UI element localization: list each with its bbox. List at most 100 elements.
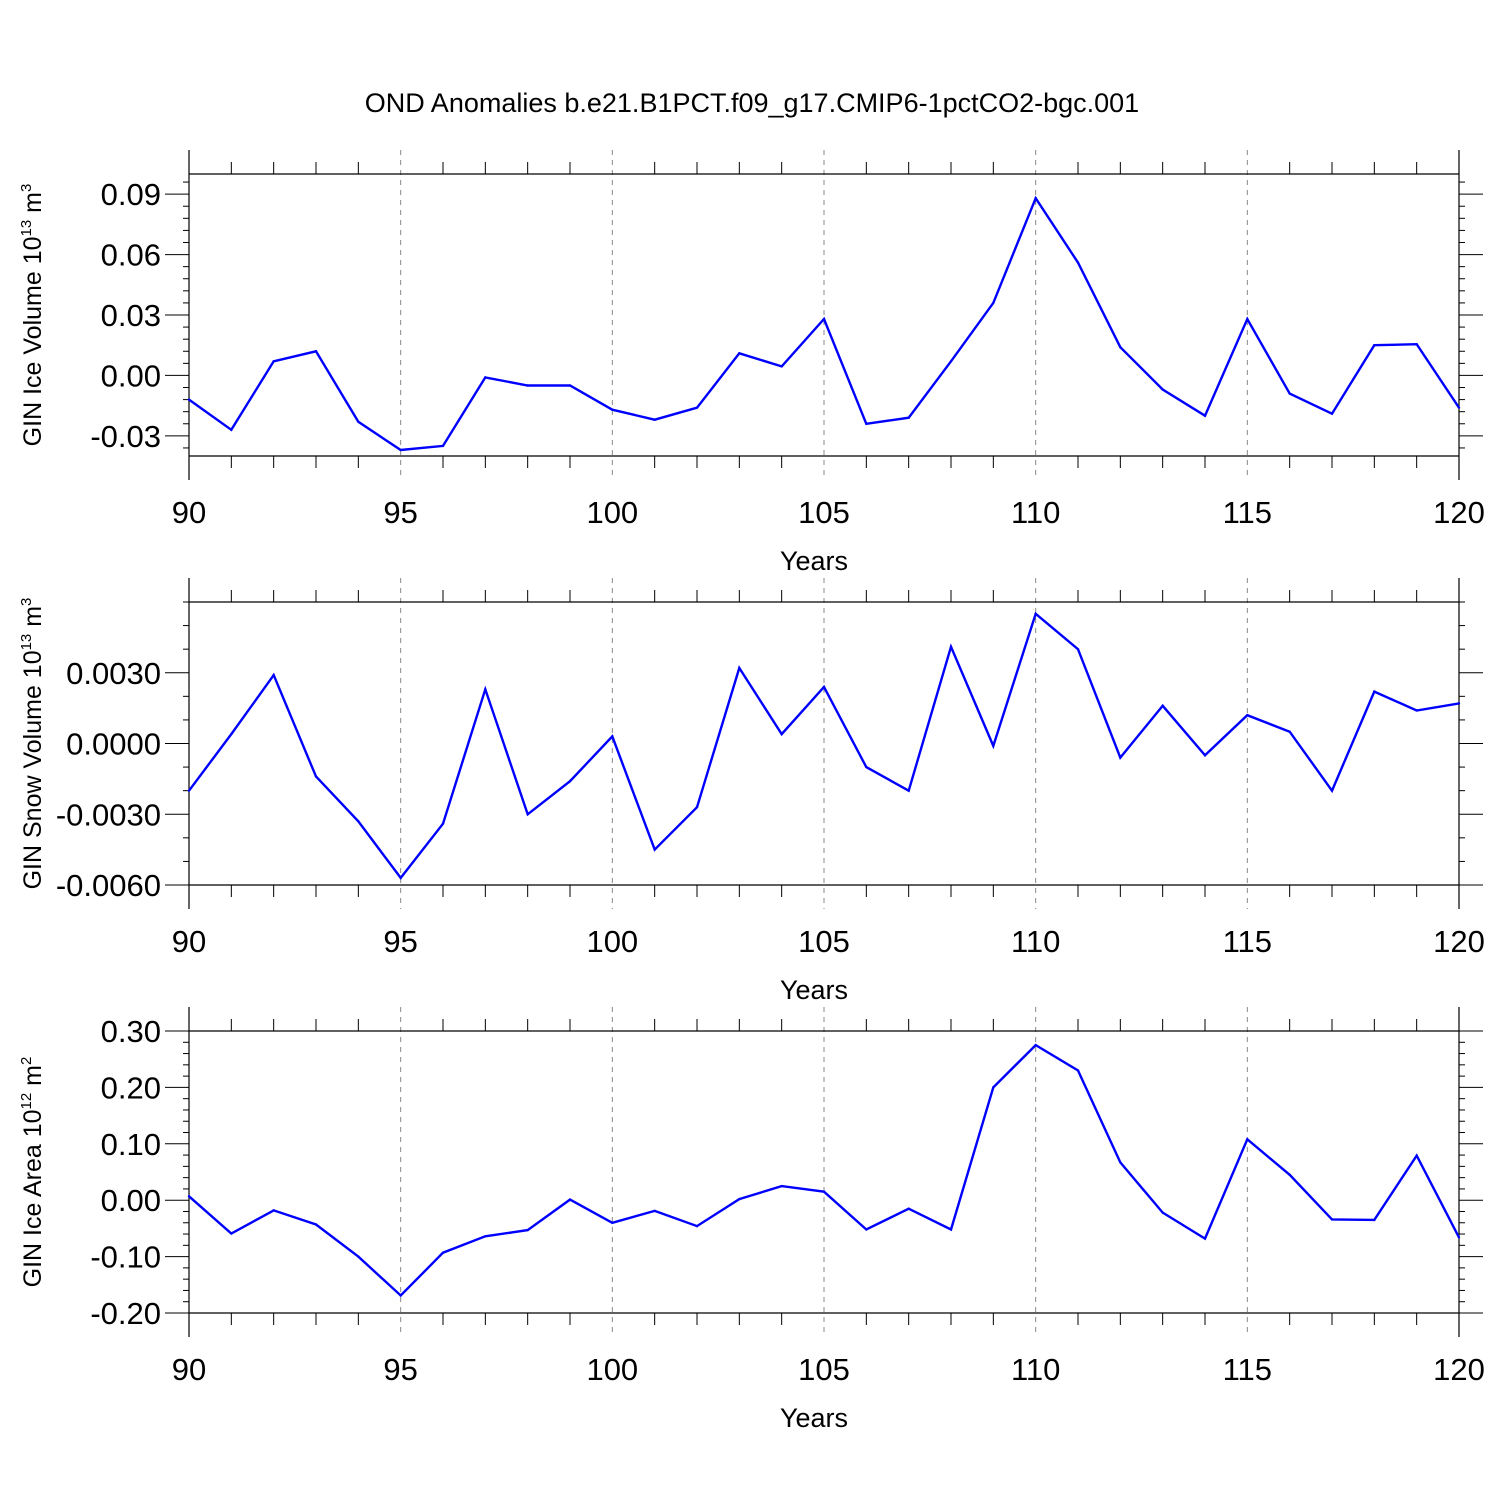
panel-1: -0.03 0.00 0.03 0.06 0.09 90 95 100 105 110 115 120… <box>18 150 1485 576</box>
y-tick-label: -0.0060 <box>56 868 161 903</box>
data-point <box>484 376 487 379</box>
data-point <box>822 1190 826 1193</box>
x-tick-label: 115 <box>1223 495 1272 530</box>
y-tick-label: 0.00 <box>101 1183 161 1218</box>
data-point <box>1373 1218 1376 1222</box>
data-point <box>357 1255 360 1258</box>
data-point <box>1415 343 1418 346</box>
y-axis-title-unit: m <box>19 1065 47 1093</box>
data-point <box>399 448 402 452</box>
data-point <box>865 422 868 425</box>
x-tick-label: 105 <box>798 1352 850 1387</box>
data-point <box>568 1198 572 1201</box>
data-point <box>822 317 826 321</box>
data-point <box>1076 1069 1080 1072</box>
y-tick-label: -0.0030 <box>56 797 161 832</box>
data-point <box>441 822 445 825</box>
data-point <box>992 744 995 748</box>
data-point <box>1246 317 1249 321</box>
data-point <box>1119 346 1122 349</box>
data-point <box>780 365 783 368</box>
x-tick-label: 110 <box>1011 1352 1060 1387</box>
data-point <box>357 420 360 423</box>
data-point <box>1161 1211 1164 1214</box>
y-tick-label: 0.0000 <box>66 727 161 762</box>
data-point <box>1203 754 1207 757</box>
data-point <box>780 1184 783 1188</box>
data-point <box>272 1209 275 1212</box>
data-point <box>187 789 191 792</box>
chart-title: OND Anomalies b.e21.B1PCT.f09_g17.CMIP6-… <box>365 88 1139 118</box>
y-axis-title-exponent: 13 <box>18 220 35 237</box>
data-point <box>1119 756 1122 759</box>
data-point <box>230 732 233 736</box>
data-point <box>738 352 741 355</box>
data-point <box>399 1294 402 1297</box>
x-axis-title: Years <box>780 1403 848 1433</box>
data-point <box>1076 647 1080 651</box>
data-point <box>1330 1218 1334 1221</box>
data-point <box>1034 1043 1037 1047</box>
data-point <box>526 1228 529 1232</box>
data-point <box>441 444 445 448</box>
data-point <box>1288 392 1291 395</box>
data-point <box>1076 261 1080 264</box>
data-point <box>187 1195 191 1198</box>
data-point <box>526 813 529 816</box>
y-tick-label: -0.03 <box>90 419 161 454</box>
x-tick-label: 115 <box>1223 1352 1272 1387</box>
data-point <box>1288 1173 1291 1177</box>
data-point <box>230 428 233 432</box>
x-tick-label: 100 <box>586 924 638 959</box>
data-point <box>611 1221 614 1224</box>
data-point <box>992 301 995 305</box>
y-tick-label: 0.00 <box>101 358 161 393</box>
y-axis-title-main: GIN Snow Volume 10 <box>19 650 47 889</box>
x-tick-label: 120 <box>1433 495 1485 530</box>
data-point <box>907 1207 910 1210</box>
x-tick-label: 115 <box>1223 924 1272 959</box>
data-point <box>738 666 741 670</box>
x-tick-label: 100 <box>586 1352 638 1387</box>
x-tick-label: 105 <box>798 924 850 959</box>
data-point <box>314 350 318 353</box>
panel-2: -0.0060 -0.0030 0.0000 0.0030 90 95 100 105 110 1… <box>18 578 1485 1005</box>
data-point <box>272 360 275 363</box>
y-tick-label: 0.09 <box>101 177 161 212</box>
data-point <box>526 384 529 387</box>
y-axis-title-unit: m <box>19 606 47 634</box>
data-point <box>653 848 656 851</box>
x-axis-title: Years <box>780 975 848 1005</box>
data-point <box>1161 704 1164 707</box>
data-point <box>822 685 826 689</box>
data-point <box>653 1209 656 1213</box>
data-point <box>949 645 953 649</box>
data-point <box>1288 730 1291 733</box>
data-point <box>695 406 699 409</box>
data-point <box>949 360 953 363</box>
data-point <box>992 1086 995 1089</box>
data-point <box>865 765 868 769</box>
x-tick-label: 95 <box>383 924 417 959</box>
data-point <box>1457 406 1461 409</box>
y-tick-label: 0.10 <box>101 1127 161 1162</box>
y-tick-label: -0.10 <box>90 1240 161 1275</box>
data-point <box>738 1197 741 1201</box>
data-point <box>1203 414 1207 417</box>
x-tick-label: 90 <box>172 495 206 530</box>
x-axis-title: Years <box>780 546 848 576</box>
y-tick-label: 0.0030 <box>66 656 161 691</box>
y-axis-title-main: GIN Ice Area 10 <box>19 1109 47 1287</box>
y-axis-title-unit-exponent: 3 <box>18 598 35 606</box>
data-point <box>484 1235 487 1238</box>
x-tick-label: 120 <box>1433 1352 1485 1387</box>
x-tick-label: 110 <box>1011 495 1060 530</box>
data-point <box>1246 1138 1249 1141</box>
data-point <box>230 1232 233 1235</box>
data-point <box>1161 388 1164 391</box>
x-tick-label: 90 <box>172 1352 206 1387</box>
data-point <box>611 408 614 411</box>
x-tick-label: 110 <box>1011 924 1060 959</box>
data-point <box>272 673 275 677</box>
data-point <box>484 688 487 691</box>
